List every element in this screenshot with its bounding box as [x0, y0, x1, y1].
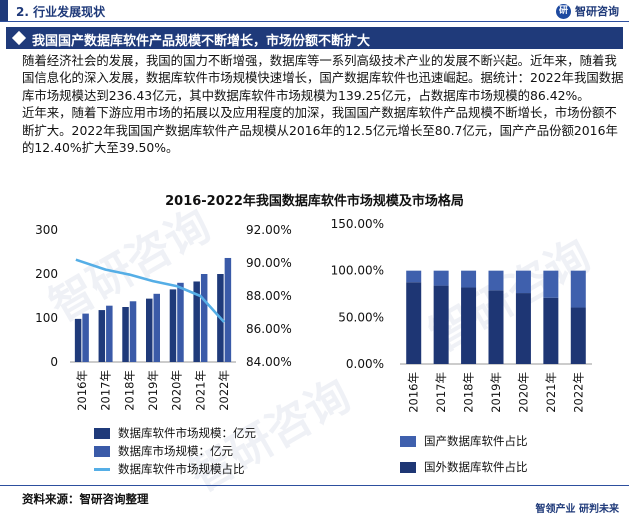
x-axis-tick-label: 2022年 [571, 372, 585, 413]
brand: 研 智研咨询 [556, 3, 619, 19]
software-market-bar [169, 289, 177, 362]
foreign-share-bar [570, 307, 586, 364]
foreign-share-bar [488, 290, 504, 364]
top-bar: 2. 行业发展现状 研 智研咨询 [0, 0, 629, 22]
legend-item-database-market: 数据库市场规模：亿元 [94, 443, 233, 459]
software-market-bar [98, 310, 106, 362]
paragraph-1: 随着经济社会的发展，我国的国力不断增强，数据库等一系列高级技术产业的发展不断兴起… [22, 53, 624, 103]
software-share-line [75, 258, 226, 323]
footer-rule [0, 485, 629, 486]
domestic-share-bar [570, 270, 586, 308]
header-rule [0, 21, 629, 22]
legend-swatch [400, 461, 416, 473]
x-axis-tick-label: 2019年 [146, 370, 160, 411]
legend-swatch [94, 427, 110, 439]
software-market-bar [74, 318, 82, 362]
domestic-share-bar [433, 270, 449, 286]
chart-title: 2016-2022年我国数据库软件市场规模及市场格局 [165, 194, 464, 209]
section-title: 2. 行业发展现状 [16, 5, 106, 19]
x-axis-tick-label: 2017年 [99, 370, 113, 411]
legend-label: 数据库软件市场规模占比 [118, 462, 245, 476]
x-axis-tick-label: 2021年 [193, 370, 207, 411]
x-axis-tick-label: 2020年 [170, 370, 184, 411]
foreign-share-bar [515, 293, 531, 364]
left-axis-tick-label: 100 [35, 311, 58, 325]
foreign-share-bar [406, 282, 422, 364]
legend-label: 国外数据库软件占比 [424, 460, 528, 474]
legend-item-software-share: 数据库软件市场规模占比 [94, 461, 245, 477]
right-chart-y-tick-label: 0.00% [346, 357, 384, 371]
accent-block [0, 0, 8, 22]
database-market-bar [129, 301, 137, 362]
right-axis-tick-label: 90.00% [246, 256, 292, 270]
right-chart-y-tick-label: 50.00% [338, 310, 384, 324]
database-market-bar [153, 293, 160, 362]
legend-swatch [94, 445, 110, 457]
database-market-bar [106, 305, 113, 362]
x-axis-tick-label: 2018年 [462, 372, 476, 413]
right-axis-tick-label: 88.00% [246, 289, 292, 303]
software-market-bar [122, 307, 129, 362]
legend-swatch [400, 435, 416, 447]
x-axis-tick-label: 2017年 [434, 372, 448, 413]
database-market-bar [177, 282, 184, 362]
left-axis-tick-label: 0 [50, 355, 58, 369]
left-axis-tick-label: 300 [35, 223, 58, 237]
x-axis-tick-label: 2021年 [544, 372, 558, 413]
legend-item-domestic-share: 国产数据库软件占比 [400, 433, 528, 449]
body-text: 随着经济社会的发展，我国的国力不断增强，数据库等一系列高级技术产业的发展不断兴起… [22, 52, 628, 156]
database-market-bar [200, 274, 208, 362]
database-market-bar [82, 313, 89, 362]
legend-swatch [94, 467, 110, 471]
legend-item-software-market: 数据库软件市场规模：亿元 [94, 425, 256, 441]
right-axis-tick-label: 92.00% [246, 223, 292, 237]
legend-label: 数据库市场规模：亿元 [118, 444, 233, 458]
right-axis-tick-label: 86.00% [246, 322, 292, 336]
headline: 我国国产数据库软件产品规模不断增长，市场份额不断扩大 [32, 34, 371, 49]
domestic-share-bar [488, 270, 504, 291]
software-market-bar [146, 298, 153, 362]
x-axis-tick-label: 2016年 [407, 372, 421, 413]
brand-name: 智研咨询 [575, 5, 619, 18]
x-axis-tick-label: 2018年 [122, 370, 136, 411]
foreign-share-bar [433, 285, 449, 364]
slogan: 智领产业 研判未来 [535, 504, 619, 515]
legend-item-foreign-share: 国外数据库软件占比 [400, 459, 528, 475]
legend-label: 数据库软件市场规模：亿元 [118, 426, 256, 440]
x-axis-tick-label: 2016年 [75, 370, 89, 411]
foreign-share-bar [461, 287, 477, 364]
database-market-bar [224, 257, 232, 362]
domestic-share-bar [543, 270, 559, 298]
domestic-share-bar [461, 270, 477, 288]
legend-label: 国产数据库软件占比 [424, 434, 528, 448]
domestic-share-bar [406, 270, 422, 283]
right-chart-y-tick-label: 150.00% [331, 217, 384, 231]
software-market-bar [193, 281, 200, 362]
paragraph-2: 近年来，随着下游应用市场的拓展以及应用程度的加深，我国国产数据库软件产品规模不断… [22, 105, 618, 156]
headline-banner: 我国国产数据库软件产品规模不断增长，市场份额不断扩大 [6, 27, 623, 49]
domestic-share-bar [515, 270, 531, 294]
brand-logo-icon: 研 [556, 3, 571, 19]
source-note: 资料来源：智研咨询整理 [22, 492, 149, 506]
x-axis-tick-label: 2022年 [217, 370, 231, 411]
x-axis-tick-label: 2019年 [489, 372, 503, 413]
x-axis-tick-label: 2020年 [516, 372, 530, 413]
right-chart-y-tick-label: 100.00% [331, 264, 384, 278]
right-axis-tick-label: 84.00% [246, 355, 292, 369]
foreign-share-bar [543, 297, 559, 364]
left-axis-tick-label: 200 [35, 267, 58, 281]
